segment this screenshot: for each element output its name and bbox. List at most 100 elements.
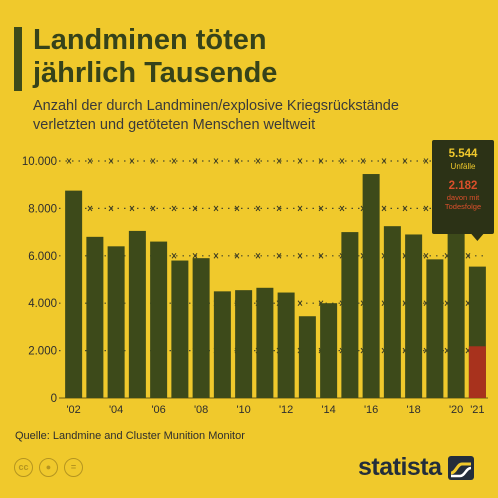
barb-mark (192, 205, 198, 212)
bar (256, 287, 274, 398)
barb-mark (423, 252, 429, 259)
barb-mark (297, 205, 303, 212)
page-title: Landminen töten jährlich Tausende (33, 24, 483, 90)
barb-mark (318, 205, 324, 212)
barb-mark (276, 158, 282, 164)
subtitle-line-1: Anzahl der durch Landminen/explosive Kri… (33, 98, 399, 114)
title-line-2: jährlich Tausende (33, 57, 278, 89)
bar (235, 290, 253, 398)
barb-mark (402, 158, 408, 164)
creative-commons-icon: cc (14, 458, 33, 477)
barb-mark (276, 205, 282, 212)
barb-mark (297, 158, 303, 164)
x-tick-label: '18 (406, 404, 420, 416)
barb-mark (423, 158, 429, 164)
x-tick-label: '04 (109, 404, 123, 416)
bar (447, 230, 465, 398)
barb-mark (297, 300, 303, 307)
barb-mark (318, 158, 324, 164)
barb-mark (108, 205, 114, 212)
callout-deaths-label-1: davon mit (447, 193, 480, 202)
bar-chart: 0 2.000 4.000 6.000 8.000 10.000 '02 '04 '06 '08 '… (22, 140, 494, 416)
x-tick-label: '06 (151, 404, 165, 416)
y-tick-label: 4.000 (28, 298, 57, 310)
title-accent-bar (14, 27, 22, 91)
bar (383, 226, 401, 398)
bar (298, 316, 316, 398)
callout-value-label: Unfälle (451, 162, 476, 171)
barb-mark (192, 158, 198, 164)
barb-mark (255, 252, 261, 259)
callout-value: 5.544 (449, 148, 478, 160)
callout-box (432, 140, 494, 234)
barb-mark (381, 205, 387, 212)
bar (86, 236, 104, 398)
attribution-icon: ● (39, 458, 58, 477)
barb-mark (234, 158, 240, 164)
barb-mark (213, 205, 219, 212)
barb-mark (213, 252, 219, 259)
x-tick-label: '10 (236, 404, 250, 416)
source-note: Quelle: Landmine and Cluster Munition Mo… (15, 430, 245, 442)
barb-mark (108, 158, 114, 164)
y-tick-label: 10.000 (22, 156, 57, 168)
barb-mark (318, 252, 324, 259)
barb-mark (150, 205, 156, 212)
barb-mark (360, 158, 366, 164)
barb-mark (66, 158, 72, 164)
bar (171, 260, 189, 398)
statista-logo[interactable]: statista (358, 453, 474, 482)
bar (213, 291, 231, 398)
barb-mark (255, 205, 261, 212)
barb-mark (339, 205, 345, 212)
barb-mark (297, 252, 303, 259)
title-line-1: Landminen töten (33, 24, 267, 56)
x-tick-label: '20 (449, 404, 463, 416)
bar (277, 292, 295, 398)
x-tick-label: '08 (194, 404, 208, 416)
bar (341, 232, 359, 398)
barb-mark (87, 158, 93, 164)
barb-mark (150, 158, 156, 164)
callout-deaths-label-2: Todesfolge (445, 202, 481, 211)
bar (405, 234, 423, 398)
y-tick-label: 2.000 (28, 346, 57, 358)
barb-mark (402, 205, 408, 212)
callout-deaths: 2.182 (449, 180, 478, 192)
statista-logo-icon (447, 455, 474, 480)
barb-mark (465, 252, 471, 259)
x-tick-label: '12 (279, 404, 293, 416)
bar (192, 258, 210, 398)
deaths-bar (468, 346, 486, 398)
barb-mark (255, 158, 261, 164)
barb-mark (129, 205, 135, 212)
barb-mark (129, 158, 135, 164)
y-tick-label: 0 (51, 393, 57, 405)
barb-mark (234, 252, 240, 259)
callout-pointer (471, 234, 484, 241)
x-tick-label: '16 (364, 404, 378, 416)
barb-mark (339, 158, 345, 164)
barb-mark (423, 205, 429, 212)
subtitle-line-2: verletzten und getöteten Menschen weltwe… (33, 117, 316, 133)
x-tick-label: '14 (321, 404, 335, 416)
barb-mark (276, 252, 282, 259)
bar (128, 230, 146, 398)
barb-mark (171, 158, 177, 164)
bar (320, 303, 338, 398)
barb-mark (234, 205, 240, 212)
bar (65, 190, 83, 398)
bar (362, 174, 380, 398)
no-derivatives-icon: = (64, 458, 83, 477)
barb-mark (381, 158, 387, 164)
x-tick-label: '21 (470, 404, 484, 416)
x-tick-label: '02 (66, 404, 80, 416)
y-tick-label: 8.000 (28, 203, 57, 215)
barb-mark (171, 252, 177, 259)
barb-mark (213, 158, 219, 164)
barb-mark (171, 205, 177, 212)
page-subtitle: Anzahl der durch Landminen/explosive Kri… (33, 97, 488, 135)
license-icons: cc ● = (14, 458, 83, 477)
bar (107, 246, 125, 398)
logo-text: statista (358, 453, 442, 481)
